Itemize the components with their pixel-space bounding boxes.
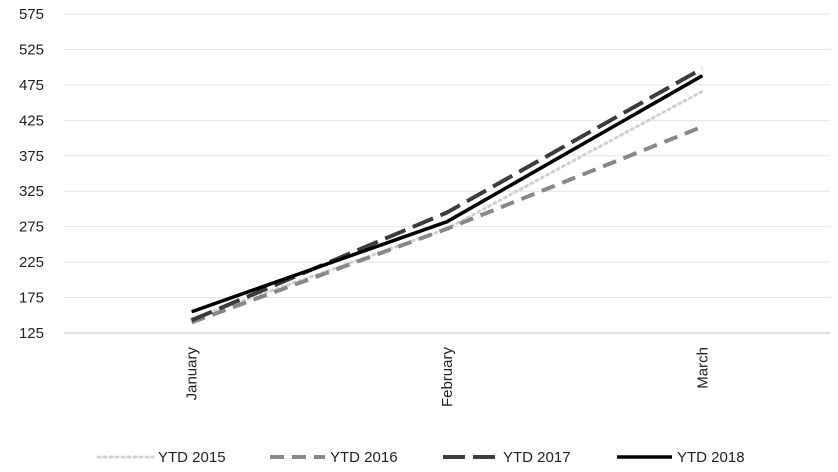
y-tick-label: 575 xyxy=(19,6,44,23)
legend-label: YTD 2018 xyxy=(677,449,745,466)
legend-label: YTD 2016 xyxy=(330,449,398,466)
series-lines xyxy=(190,66,704,325)
legend-label: YTD 2017 xyxy=(503,449,571,466)
x-tick-label: January xyxy=(184,347,201,401)
y-tick-label: 125 xyxy=(19,325,44,342)
y-tick-label: 375 xyxy=(19,148,44,165)
y-tick-label: 525 xyxy=(19,41,44,58)
legend-label: YTD 2015 xyxy=(158,449,226,466)
y-tick-label: 425 xyxy=(19,112,44,129)
y-tick-label: 225 xyxy=(19,254,44,271)
legend: YTD 2015 YTD 2016 YTD 2017 YTD 2018 xyxy=(96,449,745,466)
series-line xyxy=(190,66,704,323)
series-line xyxy=(190,124,704,325)
y-tick-label: 325 xyxy=(19,183,44,200)
x-tick-label: March xyxy=(694,347,711,389)
y-tick-label: 275 xyxy=(19,219,44,236)
y-tick-label: 175 xyxy=(19,290,44,307)
gridlines xyxy=(64,13,830,334)
x-tick-label: February xyxy=(439,347,456,408)
series-line xyxy=(191,74,704,314)
x-axis-tick-labels: January February March xyxy=(184,347,712,408)
y-axis-tick-labels: 125 175 225 275 325 375 425 475 525 575 xyxy=(19,6,44,342)
y-tick-label: 475 xyxy=(19,77,44,94)
